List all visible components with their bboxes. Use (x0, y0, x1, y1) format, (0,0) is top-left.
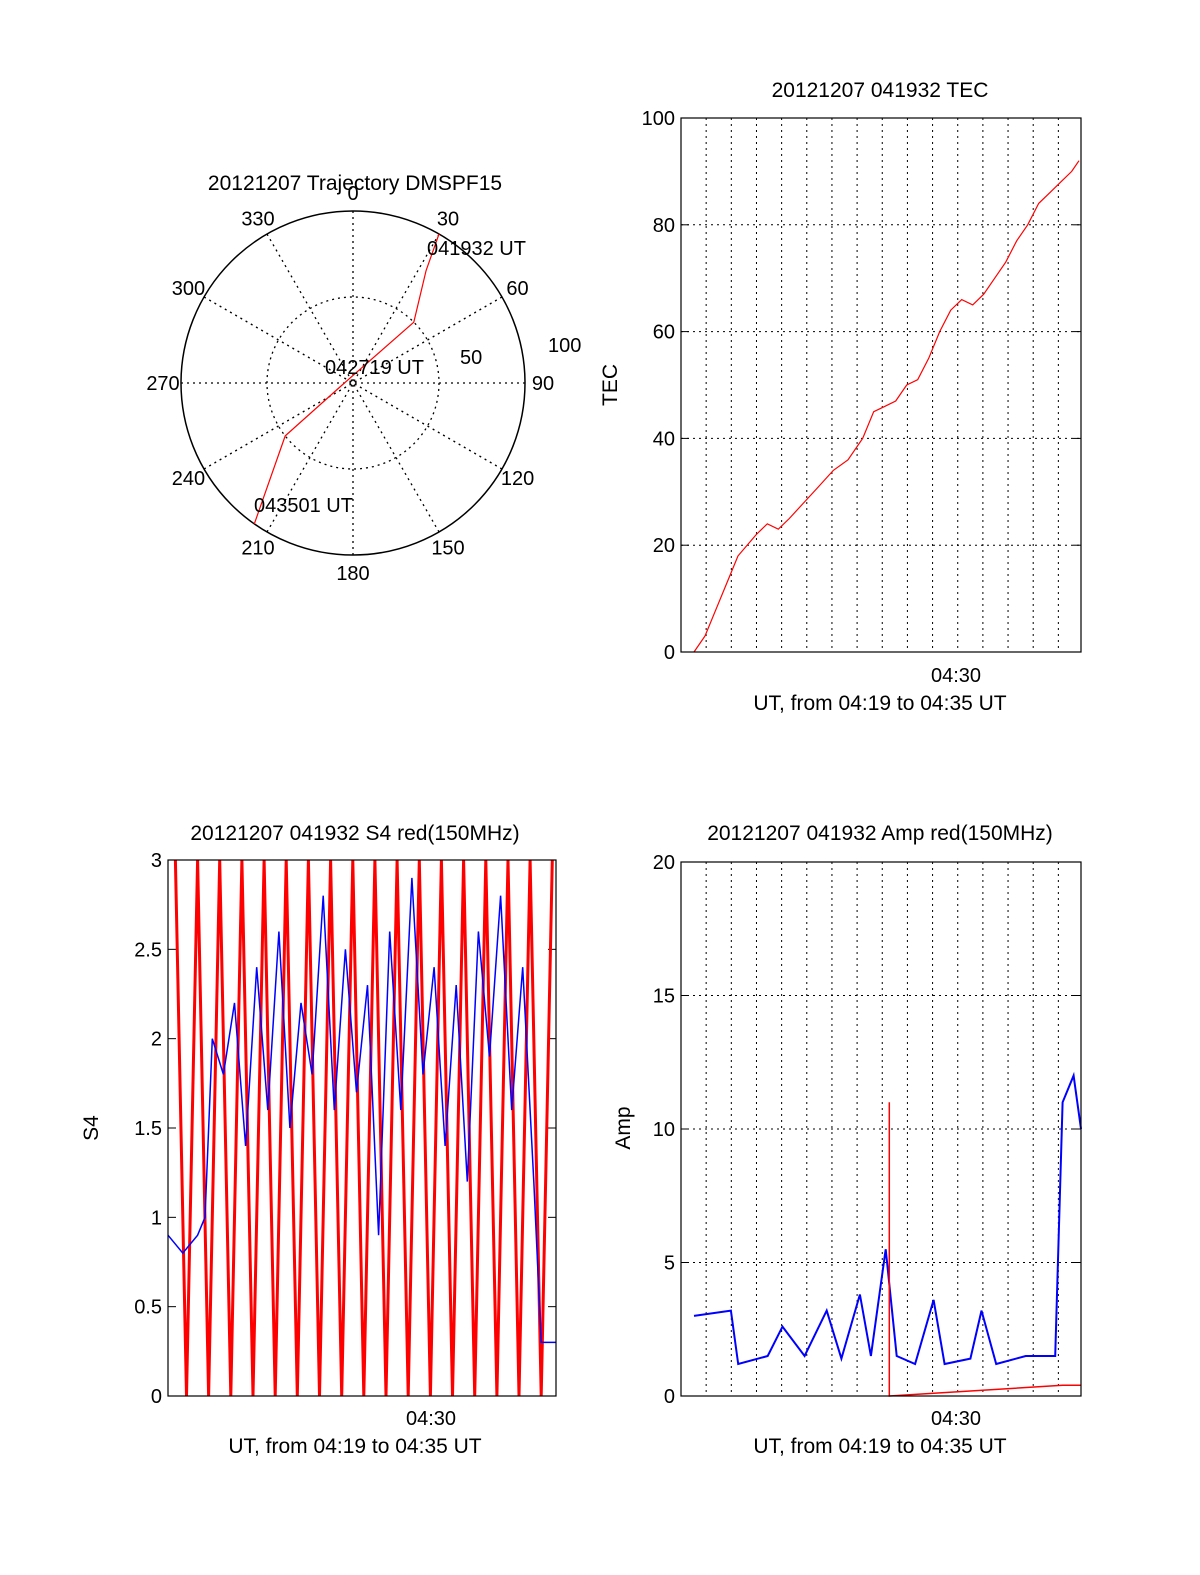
amp-x-axis-label: UT, from 04:19 to 04:35 UT (753, 1435, 1006, 1458)
y-tick-label-100: 100 (642, 108, 675, 130)
polar-angle-label-180: 180 (336, 563, 369, 585)
polar-trajectory-line (253, 233, 440, 525)
polar-angle-label-90: 90 (532, 373, 554, 395)
y-tick-label-3: 3 (151, 850, 162, 872)
polar-angle-label-300: 300 (172, 278, 205, 300)
polar-annotation-start: 041932 UT (427, 238, 526, 260)
s4-y-axis-label: S4 (80, 1115, 103, 1141)
polar-angle-label-150: 150 (431, 538, 464, 560)
y-tick-label-80: 80 (653, 215, 675, 237)
s4-x-axis-label: UT, from 04:19 to 04:35 UT (228, 1435, 481, 1458)
tec-y-axis-label: TEC (599, 364, 622, 406)
y-tick-label-40: 40 (653, 428, 675, 450)
amp-x-tick-label: 04:30 (931, 1408, 981, 1430)
y-tick-label-20: 20 (653, 535, 675, 557)
y-tick-label-15: 15 (653, 986, 675, 1008)
s4-red-series (173, 859, 554, 1397)
s4-chart: 20121207 041932 S4 red(150MHz) 0 0.5 1 1.5 2… (80, 822, 557, 1458)
polar-radial-label-100: 100 (548, 335, 581, 357)
y-tick-label-2.5: 2.5 (134, 939, 162, 961)
polar-annotation-mid: 042719 UT (325, 357, 424, 379)
s4-y-ticks: 0 0.5 1 1.5 2 2.5 3 (134, 850, 556, 1408)
polar-angle-label-270: 270 (146, 373, 179, 395)
tec-x-axis-label: UT, from 04:19 to 04:35 UT (753, 692, 1006, 715)
polar-title: 20121207 Trajectory DMSPF15 (208, 172, 502, 195)
y-tick-label-1: 1 (151, 1207, 162, 1229)
amp-red-series (888, 1102, 1081, 1397)
amp-blue-series (693, 1071, 1082, 1366)
y-tick-label-0: 0 (664, 642, 675, 664)
polar-angle-label-120: 120 (501, 468, 534, 490)
s4-x-tick-label: 04:30 (406, 1408, 456, 1430)
amp-grid (681, 862, 1081, 1396)
tec-x-tick-label: 04:30 (931, 665, 981, 687)
amp-y-ticks: 0 5 10 15 20 (653, 852, 1081, 1408)
polar-chart: 20121207 Trajectory DMSPF15 0 30 60 90 120 15… (146, 172, 581, 585)
y-tick-label-20: 20 (653, 852, 675, 874)
y-tick-label-0: 0 (151, 1386, 162, 1408)
polar-angle-label-60: 60 (506, 278, 528, 300)
polar-angle-label-30: 30 (437, 208, 459, 230)
polar-angle-label-240: 240 (172, 468, 205, 490)
s4-title: 20121207 041932 S4 red(150MHz) (190, 822, 519, 845)
tec-y-ticks: 0 20 40 60 80 100 (642, 108, 1081, 664)
y-tick-label-10: 10 (653, 1119, 675, 1141)
y-tick-label-2: 2 (151, 1029, 162, 1051)
polar-spokes (181, 211, 525, 555)
y-tick-label-60: 60 (653, 322, 675, 344)
amp-title: 20121207 041932 Amp red(150MHz) (707, 822, 1053, 845)
y-tick-label-1.5: 1.5 (134, 1118, 162, 1140)
s4-blue-series (167, 877, 556, 1344)
y-tick-label-0.5: 0.5 (134, 1297, 162, 1319)
amp-plot-frame (680, 861, 1082, 1397)
tec-plot-frame (680, 117, 1082, 653)
tec-title: 20121207 041932 TEC (772, 79, 989, 102)
tec-grid (681, 118, 1081, 652)
tec-chart: 20121207 041932 TEC 0 20 40 60 80 100 04:30 U… (599, 79, 1082, 715)
polar-annotation-end: 043501 UT (254, 495, 353, 517)
polar-angle-label-210: 210 (241, 538, 274, 560)
polar-outer-circle (180, 210, 526, 556)
amp-chart: 20121207 041932 Amp red(150MHz) 0 5 10 15 20… (612, 822, 1082, 1458)
polar-angle-labels: 0 30 60 90 120 150 180 210 240 270 300 330 (146, 183, 554, 585)
amp-y-axis-label: Amp (612, 1106, 635, 1149)
tec-series-line (693, 160, 1080, 653)
polar-radial-label-50: 50 (460, 347, 482, 369)
y-tick-label-5: 5 (664, 1253, 675, 1275)
s4-plot-frame (167, 859, 557, 1397)
y-tick-label-0: 0 (664, 1386, 675, 1408)
polar-angle-label-0: 0 (347, 183, 358, 205)
polar-angle-label-330: 330 (241, 208, 274, 230)
